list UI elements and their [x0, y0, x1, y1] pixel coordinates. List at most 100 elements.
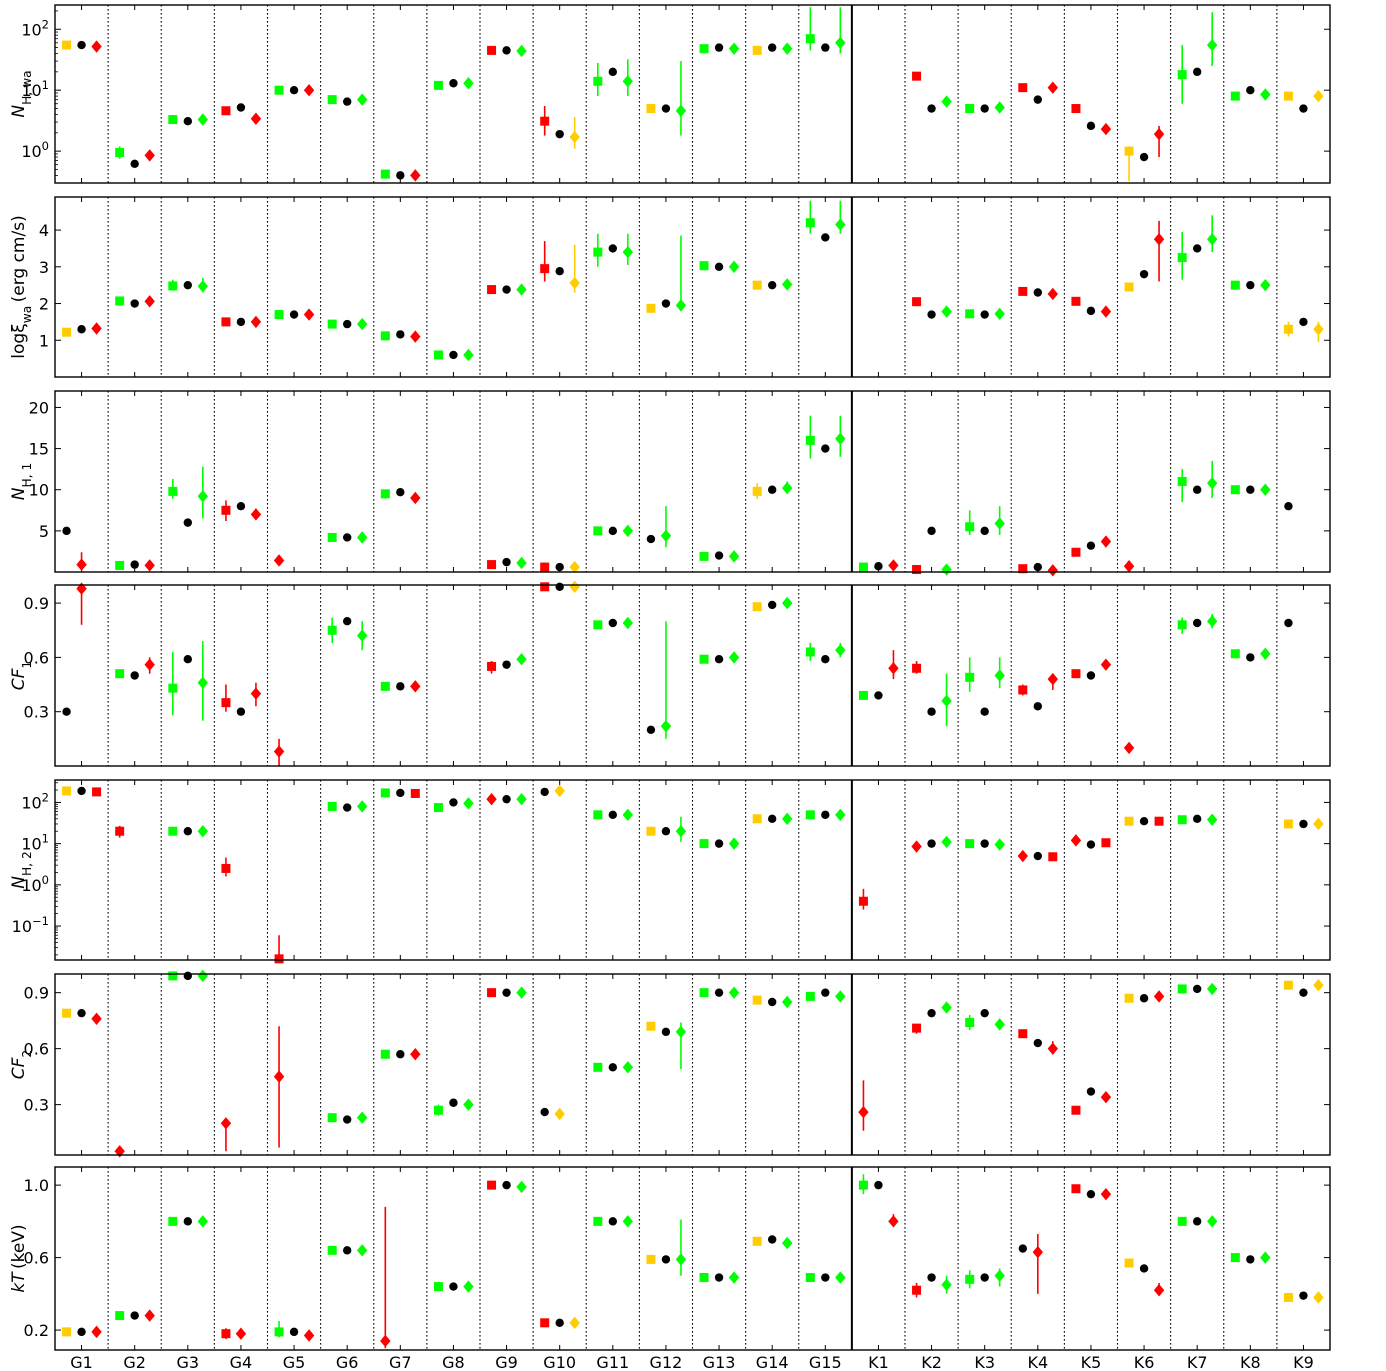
data-point-square — [62, 786, 72, 796]
data-point-diamond — [1260, 483, 1271, 496]
data-point-square — [1230, 91, 1240, 101]
data-point-diamond — [76, 558, 87, 571]
y-tick-label: 101 — [21, 832, 49, 854]
data-point-square — [912, 71, 922, 81]
data-point-diamond — [144, 1309, 155, 1322]
y-tick-label: 100 — [21, 139, 49, 161]
y-axis-label: NH, 1 — [9, 463, 34, 500]
data-point-diamond — [1047, 81, 1059, 94]
data-point-circle — [449, 798, 458, 807]
data-point-diamond — [781, 995, 793, 1009]
data-point-diamond — [463, 1280, 474, 1293]
data-point-diamond — [675, 825, 687, 838]
data-point-circle — [1299, 819, 1308, 829]
data-point-square — [858, 690, 868, 700]
data-point-square — [380, 489, 390, 499]
data-point-square — [168, 826, 178, 836]
data-point-diamond — [410, 330, 421, 343]
data-point-square — [274, 85, 284, 95]
data-point-circle — [1192, 814, 1202, 824]
data-point-diamond — [569, 580, 580, 594]
data-point-diamond — [835, 808, 846, 822]
data-point-diamond — [356, 1244, 368, 1257]
data-point-square — [1177, 477, 1187, 486]
panel-frame — [54, 973, 1331, 1156]
data-point-diamond — [888, 559, 899, 572]
data-point-diamond — [1206, 982, 1218, 996]
data-point-diamond — [675, 104, 687, 117]
data-point-circle — [927, 1273, 936, 1282]
data-point-square — [752, 602, 762, 612]
data-point-circle — [927, 1008, 936, 1018]
data-point-diamond — [356, 531, 368, 544]
y-tick-label: 1.0 — [24, 1176, 49, 1195]
data-point-circle — [396, 682, 405, 691]
data-point-square — [62, 327, 72, 337]
data-point-diamond — [994, 838, 1005, 851]
data-point-circle — [77, 325, 86, 334]
data-point-circle — [821, 988, 830, 997]
data-point-square — [115, 826, 125, 836]
data-point-circle — [821, 233, 830, 242]
data-point-circle — [767, 485, 777, 494]
data-point-circle — [646, 725, 656, 734]
data-point-diamond — [941, 694, 952, 708]
data-point-square — [1018, 286, 1028, 296]
data-point-diamond — [1206, 233, 1218, 246]
data-point-diamond — [728, 986, 740, 999]
data-point-circle — [608, 1217, 618, 1226]
data-point-circle — [1086, 671, 1096, 680]
data-point-circle — [236, 501, 246, 511]
data-point-circle — [714, 43, 724, 52]
data-point-circle — [555, 267, 564, 276]
data-point-square — [327, 1113, 337, 1123]
data-point-circle — [342, 803, 352, 812]
data-point-diamond — [1260, 88, 1271, 101]
data-point-diamond — [516, 792, 527, 806]
data-point-square — [380, 788, 390, 798]
x-tick-label: G4 — [230, 1353, 253, 1371]
data-point-square — [1101, 838, 1111, 848]
data-point-square — [858, 1180, 868, 1190]
data-point-square — [1177, 984, 1187, 994]
y-tick-label: 0.6 — [24, 1040, 49, 1059]
data-point-diamond — [1313, 89, 1324, 103]
data-point-square — [752, 45, 762, 55]
x-tick-label: G2 — [123, 1353, 146, 1371]
data-point-circle — [927, 526, 936, 536]
data-point-diamond — [1313, 817, 1324, 831]
data-point-square — [221, 698, 231, 708]
data-point-diamond — [356, 629, 368, 642]
data-point-square — [168, 971, 178, 981]
data-point-circle — [1192, 485, 1202, 494]
data-point-diamond — [1153, 233, 1165, 246]
data-point-diamond — [554, 1107, 565, 1121]
data-point-square — [487, 45, 497, 55]
x-tick-label: K7 — [1187, 1353, 1208, 1371]
y-tick-label: 3 — [39, 258, 49, 277]
data-point-circle — [130, 1311, 139, 1320]
data-point-diamond — [728, 837, 740, 850]
data-point-circle — [608, 526, 618, 536]
data-point-circle — [1192, 1217, 1202, 1226]
data-point-diamond — [144, 658, 155, 671]
data-point-diamond — [144, 149, 155, 162]
data-point-circle — [183, 116, 193, 126]
y-axis-label: logξwa (erg cm/s) — [9, 215, 34, 358]
data-point-diamond — [781, 42, 793, 55]
data-point-diamond — [1260, 1251, 1271, 1264]
data-point-square — [1230, 649, 1240, 659]
data-point-square — [1283, 980, 1293, 990]
data-point-circle — [396, 487, 405, 497]
data-point-square — [540, 582, 550, 592]
x-tick-label: K3 — [974, 1353, 995, 1371]
data-point-circle — [1246, 85, 1255, 95]
data-point-diamond — [1206, 476, 1218, 490]
data-point-diamond — [1313, 1291, 1324, 1304]
data-point-square — [221, 1329, 231, 1339]
data-point-diamond — [250, 508, 262, 521]
data-point-square — [805, 647, 815, 657]
data-point-circle — [1246, 1255, 1255, 1264]
data-point-square — [1071, 296, 1081, 306]
data-point-square — [1283, 1292, 1293, 1302]
